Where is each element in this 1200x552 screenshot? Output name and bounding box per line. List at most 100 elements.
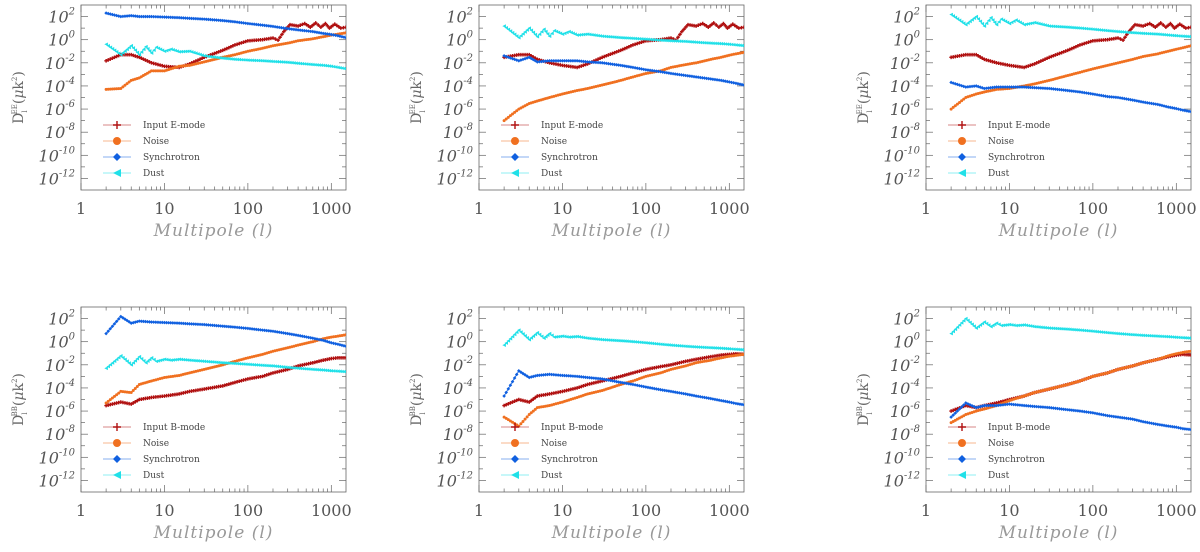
legend-marker-icon xyxy=(113,169,121,177)
data-point xyxy=(334,334,338,338)
data-point xyxy=(1155,32,1160,36)
data-point xyxy=(594,60,598,65)
data-point xyxy=(1091,329,1095,334)
legend-entry: Input E-mode xyxy=(103,121,205,131)
data-point xyxy=(525,335,529,340)
data-point xyxy=(1063,88,1068,93)
data-point xyxy=(151,320,156,324)
y-tick-label: 100 xyxy=(48,30,75,50)
data-point xyxy=(133,386,137,390)
data-point xyxy=(625,381,629,386)
series-noise xyxy=(104,31,346,91)
data-point xyxy=(1103,330,1108,335)
data-point xyxy=(696,75,701,80)
data-point xyxy=(502,24,506,28)
data-point xyxy=(325,32,330,36)
data-point xyxy=(229,57,233,61)
data-point xyxy=(1067,47,1072,52)
legend-entry: Input B-mode xyxy=(103,423,205,433)
data-point xyxy=(623,64,627,68)
data-point xyxy=(116,14,121,18)
series-input-e-mode xyxy=(949,21,1191,70)
data-point xyxy=(1051,24,1056,29)
data-point xyxy=(212,18,217,22)
legend-entry: Noise xyxy=(501,137,567,147)
data-point xyxy=(104,366,108,371)
data-point xyxy=(306,29,311,33)
data-point xyxy=(154,359,159,364)
data-point xyxy=(596,337,600,342)
data-point xyxy=(635,340,640,344)
data-point xyxy=(340,66,344,70)
data-point xyxy=(119,354,123,358)
data-point xyxy=(216,324,221,328)
data-point xyxy=(206,323,211,327)
data-point xyxy=(1164,33,1168,37)
data-point xyxy=(179,321,184,326)
data-point xyxy=(577,335,582,339)
data-point xyxy=(1011,85,1016,89)
data-point xyxy=(587,32,592,37)
data-point xyxy=(966,21,970,25)
data-point xyxy=(531,397,536,401)
series-input-b-mode xyxy=(502,351,744,408)
data-point xyxy=(152,357,156,362)
series-noise xyxy=(502,352,744,428)
legend-label: Noise xyxy=(541,137,567,147)
data-point xyxy=(616,49,621,53)
data-point xyxy=(1053,53,1058,57)
data-point xyxy=(1032,324,1037,329)
data-point xyxy=(594,33,598,38)
data-point xyxy=(281,26,286,30)
data-point xyxy=(1022,323,1026,327)
data-point xyxy=(1153,102,1158,106)
data-point xyxy=(616,338,621,343)
data-point xyxy=(1114,95,1118,100)
data-point xyxy=(141,358,146,363)
data-point xyxy=(602,54,607,59)
data-point xyxy=(1030,85,1035,90)
data-point xyxy=(711,21,716,25)
data-point xyxy=(239,57,244,62)
data-point xyxy=(1063,49,1068,53)
data-point xyxy=(329,32,334,37)
y-tick-label: 102 xyxy=(893,7,920,27)
data-point xyxy=(994,321,999,325)
data-point xyxy=(150,69,154,73)
data-point xyxy=(723,42,728,46)
data-point xyxy=(729,42,734,47)
data-point xyxy=(592,337,596,341)
data-point xyxy=(1016,323,1020,328)
data-point xyxy=(1120,30,1124,34)
data-point xyxy=(533,395,538,400)
data-point xyxy=(200,56,204,61)
legend-label: Dust xyxy=(988,471,1010,481)
data-point xyxy=(1080,26,1084,31)
legend-entry: Noise xyxy=(948,137,1014,147)
data-point xyxy=(189,322,194,326)
data-point xyxy=(990,18,995,22)
data-point xyxy=(1135,333,1139,337)
data-point xyxy=(1158,334,1162,339)
data-point xyxy=(1141,333,1145,338)
data-point xyxy=(537,59,542,64)
data-point xyxy=(1065,407,1070,412)
data-point xyxy=(231,361,235,366)
data-point xyxy=(292,27,296,32)
data-point xyxy=(1076,44,1080,48)
data-point xyxy=(315,63,319,67)
data-point xyxy=(1024,85,1029,89)
data-point xyxy=(734,347,738,352)
data-point xyxy=(1047,24,1052,28)
data-point xyxy=(1074,408,1078,413)
data-point xyxy=(677,344,682,348)
data-point xyxy=(154,69,158,73)
data-point xyxy=(554,58,558,63)
data-point xyxy=(283,365,288,369)
data-point xyxy=(112,359,117,363)
data-point xyxy=(961,403,966,407)
data-point xyxy=(650,68,654,73)
data-point xyxy=(560,334,565,338)
data-point xyxy=(535,373,540,378)
data-point xyxy=(970,17,974,22)
